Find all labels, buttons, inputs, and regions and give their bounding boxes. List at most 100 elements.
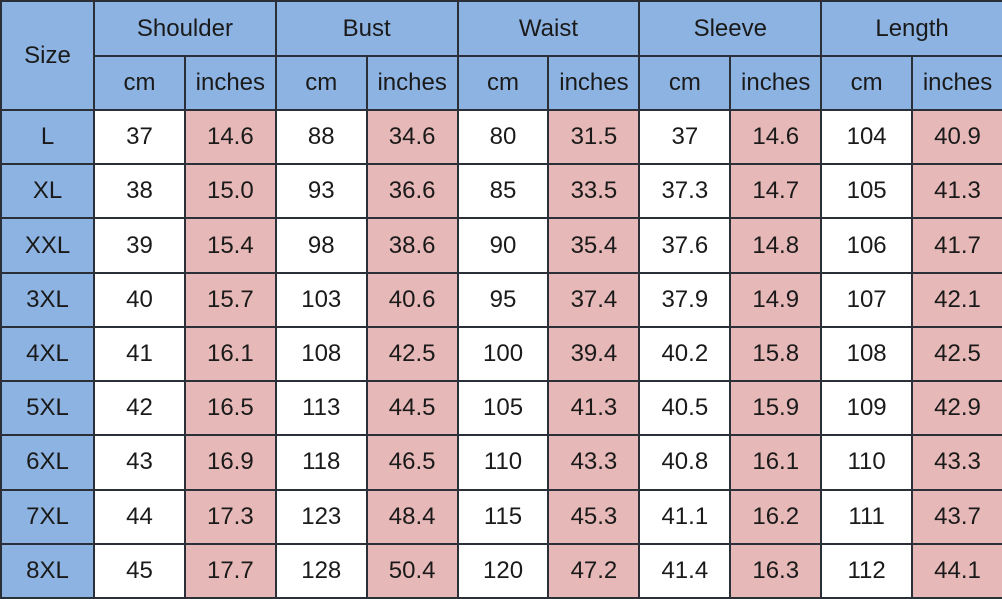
cm-cell: 85 xyxy=(456,163,550,220)
size-cell: 3XL xyxy=(0,271,95,328)
cm-cell: 41.4 xyxy=(638,542,732,599)
unit-header-cm: cm xyxy=(456,55,550,111)
cm-cell: 93 xyxy=(274,163,368,220)
inches-cell: 46.5 xyxy=(365,434,459,491)
cm-cell: 42 xyxy=(93,380,186,437)
unit-header-inches: inches xyxy=(729,55,823,111)
inches-cell: 36.6 xyxy=(365,163,459,220)
cm-cell: 105 xyxy=(820,163,914,220)
inches-cell: 14.6 xyxy=(183,108,277,166)
cm-cell: 98 xyxy=(274,217,368,274)
cm-cell: 115 xyxy=(456,488,550,545)
inches-cell: 15.4 xyxy=(183,217,277,274)
inches-cell: 16.2 xyxy=(729,488,823,545)
cm-cell: 113 xyxy=(274,380,368,437)
unit-header-inches: inches xyxy=(365,55,459,111)
inches-cell: 43.3 xyxy=(911,434,1002,491)
table-row: 3XL 40 15.7 103 40.6 95 37.4 37.9 14.9 107 42.1 xyxy=(0,271,1002,328)
cm-cell: 41 xyxy=(93,325,186,383)
inches-cell: 17.3 xyxy=(183,488,277,545)
cm-cell: 37 xyxy=(93,108,186,166)
cm-cell: 43 xyxy=(93,434,186,491)
unit-header-cm: cm xyxy=(638,55,732,111)
inches-cell: 43.7 xyxy=(911,488,1002,545)
inches-cell: 42.5 xyxy=(365,325,459,383)
inches-cell: 41.7 xyxy=(911,217,1002,274)
inches-cell: 15.7 xyxy=(183,271,277,328)
cm-cell: 110 xyxy=(456,434,550,491)
inches-cell: 44.5 xyxy=(365,380,459,437)
unit-header-cm: cm xyxy=(820,55,914,111)
inches-cell: 16.1 xyxy=(183,325,277,383)
cm-cell: 100 xyxy=(456,325,550,383)
cm-cell: 106 xyxy=(820,217,914,274)
cm-cell: 37.6 xyxy=(638,217,732,274)
inches-cell: 14.6 xyxy=(729,108,823,166)
header-row-units: cm inches cm inches cm inches cm inches cm inches xyxy=(1,55,1002,111)
inches-cell: 17.7 xyxy=(183,542,277,599)
cm-cell: 105 xyxy=(456,380,550,437)
cm-cell: 108 xyxy=(820,325,914,383)
cm-cell: 108 xyxy=(274,325,368,383)
header-length: Length xyxy=(820,0,1002,57)
table-row: XL 38 15.0 93 36.6 85 33.5 37.3 14.7 105 41.3 xyxy=(0,163,1002,220)
cm-cell: 37 xyxy=(638,108,732,166)
inches-cell: 34.6 xyxy=(365,108,459,166)
cm-cell: 40.5 xyxy=(638,380,732,437)
header-bust: Bust xyxy=(274,0,459,57)
cm-cell: 88 xyxy=(274,108,368,166)
size-cell: XXL xyxy=(0,217,95,274)
table-row: 4XL 41 16.1 108 42.5 100 39.4 40.2 15.8 108 42.5 xyxy=(0,325,1002,383)
cm-cell: 90 xyxy=(456,217,550,274)
inches-cell: 44.1 xyxy=(911,542,1002,599)
cm-cell: 80 xyxy=(456,108,550,166)
header-row-groups: Size Shoulder Bust Waist Sleeve Length xyxy=(0,0,1002,111)
inches-cell: 41.3 xyxy=(547,380,641,437)
size-cell: 8XL xyxy=(0,542,95,599)
size-cell: 7XL xyxy=(0,488,95,545)
table-row: 5XL 42 16.5 113 44.5 105 41.3 40.5 15.9 109 42.9 xyxy=(0,380,1002,437)
size-cell: 6XL xyxy=(0,434,95,491)
cm-cell: 118 xyxy=(274,434,368,491)
cm-cell: 37.3 xyxy=(638,163,732,220)
unit-header-inches: inches xyxy=(911,55,1002,111)
cm-cell: 104 xyxy=(820,108,914,166)
cm-cell: 40.2 xyxy=(638,325,732,383)
cm-cell: 41.1 xyxy=(638,488,732,545)
inches-cell: 40.6 xyxy=(365,271,459,328)
header-shoulder: Shoulder xyxy=(93,0,277,57)
inches-cell: 38.6 xyxy=(365,217,459,274)
cm-cell: 103 xyxy=(274,271,368,328)
inches-cell: 14.7 xyxy=(729,163,823,220)
inches-cell: 16.5 xyxy=(183,380,277,437)
inches-cell: 42.9 xyxy=(911,380,1002,437)
cm-cell: 120 xyxy=(456,542,550,599)
cm-cell: 45 xyxy=(93,542,186,599)
table-row: 6XL 43 16.9 118 46.5 110 43.3 40.8 16.1 110 43.3 xyxy=(0,434,1002,491)
unit-header-inches: inches xyxy=(183,55,277,111)
size-cell: 4XL xyxy=(0,325,95,383)
cm-cell: 37.9 xyxy=(638,271,732,328)
inches-cell: 47.2 xyxy=(547,542,641,599)
table-row: L 37 14.6 88 34.6 80 31.5 37 14.6 104 40.9 xyxy=(0,108,1002,166)
cm-cell: 40 xyxy=(93,271,186,328)
size-cell: XL xyxy=(0,163,95,220)
inches-cell: 15.9 xyxy=(729,380,823,437)
inches-cell: 39.4 xyxy=(547,325,641,383)
cm-cell: 128 xyxy=(274,542,368,599)
table-row: 7XL 44 17.3 123 48.4 115 45.3 41.1 16.2 111 43.7 xyxy=(0,488,1002,545)
unit-header-cm: cm xyxy=(274,55,368,111)
inches-cell: 41.3 xyxy=(911,163,1002,220)
inches-cell: 14.9 xyxy=(729,271,823,328)
cm-cell: 39 xyxy=(93,217,186,274)
cm-cell: 44 xyxy=(93,488,186,545)
inches-cell: 50.4 xyxy=(365,542,459,599)
inches-cell: 16.3 xyxy=(729,542,823,599)
inches-cell: 15.8 xyxy=(729,325,823,383)
size-cell: 5XL xyxy=(0,380,95,437)
inches-cell: 15.0 xyxy=(183,163,277,220)
inches-cell: 14.8 xyxy=(729,217,823,274)
cm-cell: 38 xyxy=(93,163,186,220)
inches-cell: 33.5 xyxy=(547,163,641,220)
